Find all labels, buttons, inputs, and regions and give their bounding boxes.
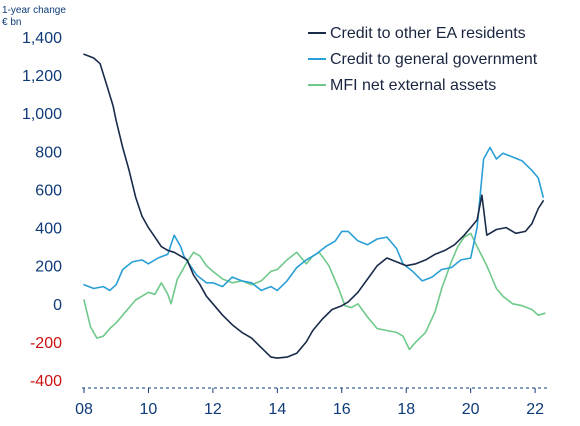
legend-label-1: Credit to other EA residents bbox=[330, 25, 526, 42]
x-tick-label: 22 bbox=[526, 401, 544, 418]
series-line-3 bbox=[83, 232, 546, 351]
y-axis-unit-label: 1-year change€ bn bbox=[2, 5, 66, 28]
y-tick-label: 1,200 bbox=[22, 68, 62, 85]
y-tick-label: 0 bbox=[53, 297, 62, 314]
y-axis-unit-line-1: 1-year change bbox=[2, 5, 66, 16]
series-line-2 bbox=[83, 146, 544, 292]
x-tick-label: 20 bbox=[462, 401, 480, 418]
x-tick-label: 18 bbox=[397, 401, 415, 418]
y-tick-label: 600 bbox=[35, 182, 62, 199]
legend-label-3: MFI net external assets bbox=[330, 77, 496, 94]
y-axis-ticks: 1,400 1,200 1,000 800 600 400 200 0 -200 -400 bbox=[22, 30, 62, 390]
x-tick-label: 10 bbox=[140, 401, 158, 418]
y-tick-label: 200 bbox=[35, 259, 62, 276]
y-tick-label: -200 bbox=[30, 335, 62, 352]
y-tick-label: 800 bbox=[35, 144, 62, 161]
y-tick-label: 1,000 bbox=[22, 106, 62, 123]
legend: Credit to other EA residents Credit to ge… bbox=[308, 25, 538, 94]
x-tick-label: 16 bbox=[333, 401, 351, 418]
series-line-1 bbox=[83, 53, 544, 359]
x-tick-label: 12 bbox=[204, 401, 222, 418]
y-tick-label: 400 bbox=[35, 221, 62, 238]
y-tick-label: -400 bbox=[30, 373, 62, 390]
y-tick-label: 1,400 bbox=[22, 30, 62, 47]
y-axis-unit-line-2: € bn bbox=[2, 17, 21, 28]
x-tick-label: 08 bbox=[75, 401, 93, 418]
x-axis-ticks: 08 10 12 14 16 18 20 22 bbox=[75, 388, 544, 418]
legend-label-2: Credit to general government bbox=[330, 51, 538, 68]
series-lines bbox=[83, 53, 546, 359]
x-tick-label: 14 bbox=[268, 401, 286, 418]
